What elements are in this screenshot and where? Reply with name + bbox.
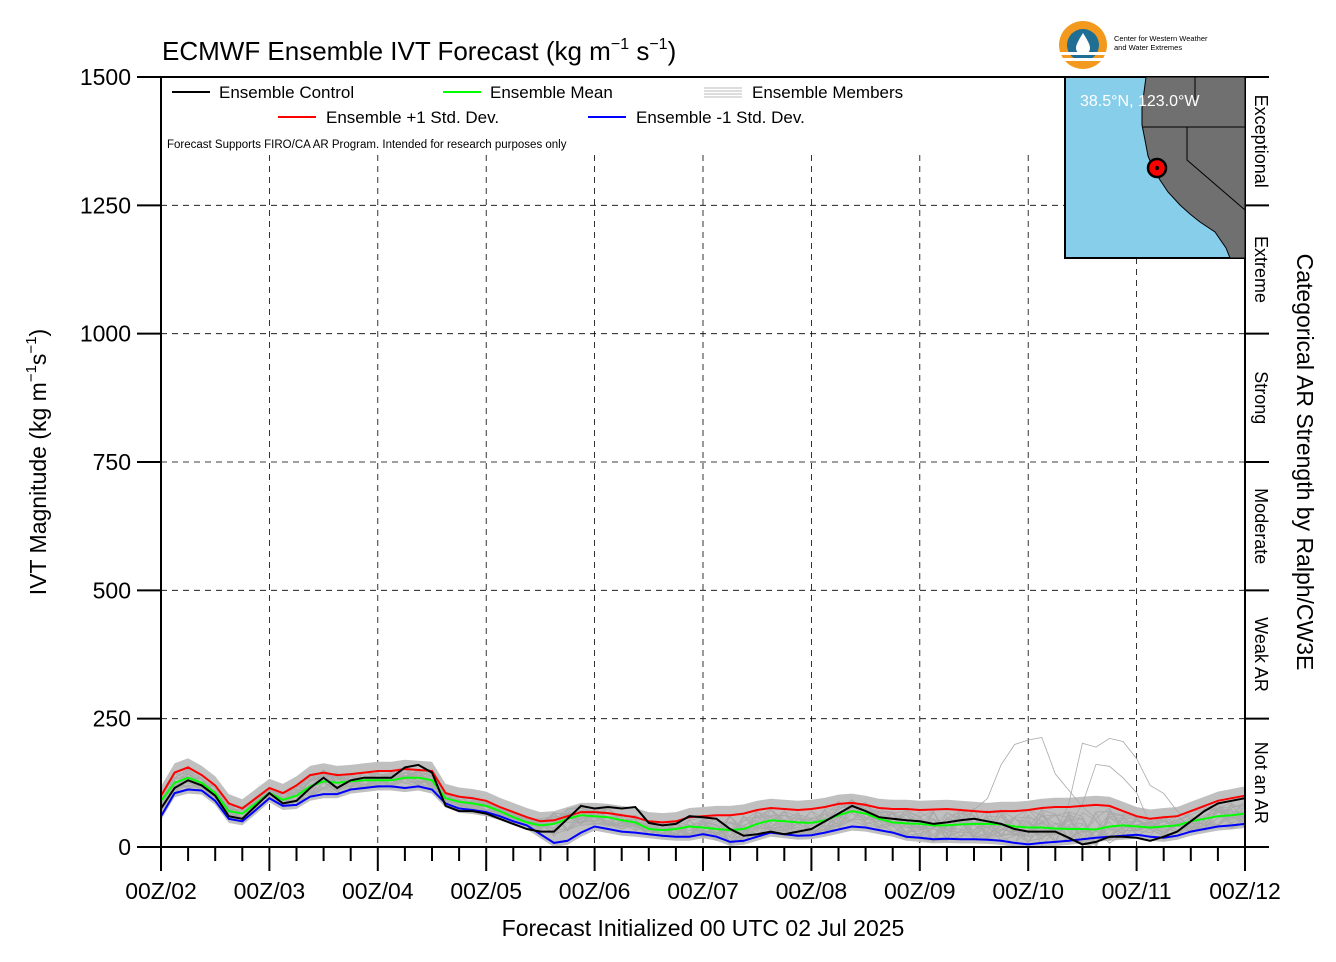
x-tick-label: 00Z/08 xyxy=(776,878,848,904)
ylabel-end: ) xyxy=(25,329,51,337)
x-tick-label: 00Z/06 xyxy=(559,878,631,904)
ylabel-main: IVT Magnitude (kg m xyxy=(25,382,51,595)
ar-category-label: Moderate xyxy=(1251,488,1271,564)
chart-title: ECMWF Ensemble IVT Forecast (kg m−1 s−1) xyxy=(162,36,676,66)
ylabel-exp1: −1 xyxy=(23,365,40,382)
right-axis-label: Categorical AR Strength by Ralph/CW3E xyxy=(1292,254,1318,671)
ar-category-label: Strong xyxy=(1251,371,1271,424)
x-tick-label: 00Z/11 xyxy=(1102,878,1172,904)
ensemble-member-line xyxy=(160,767,1246,848)
y-tick-label: 1000 xyxy=(80,321,131,347)
x-axis-label: Forecast Initialized 00 UTC 02 Jul 2025 xyxy=(502,915,905,941)
ensemble-mean-line xyxy=(160,776,1246,832)
x-tick-label: 00Z/02 xyxy=(125,878,197,904)
ensemble-member-line xyxy=(160,774,1246,843)
inset-map-land xyxy=(1141,76,1246,259)
logo-text-line2: and Water Extremes xyxy=(1114,43,1182,52)
y-tick-label: 750 xyxy=(93,449,131,475)
ylabel-mid: s xyxy=(25,354,51,366)
ensemble-control-line xyxy=(160,763,1246,846)
grid-lines xyxy=(161,155,1245,847)
legend-members-swatch xyxy=(704,87,742,98)
title-end: ) xyxy=(668,36,677,66)
legend-minus-sd-label: Ensemble -1 Std. Dev. xyxy=(636,108,805,127)
ar-category-label: Exceptional xyxy=(1251,95,1271,188)
ensemble-member-line xyxy=(160,768,1246,843)
ar-category-label: Extreme xyxy=(1251,236,1271,303)
inset-map-state-border-3 xyxy=(1186,127,1246,211)
y-tick-label: 0 xyxy=(118,834,131,860)
y-tick-label: 500 xyxy=(93,577,131,603)
x-tick-label: 00Z/09 xyxy=(884,878,956,904)
y-tick-label: 1250 xyxy=(80,192,131,218)
inset-map-location-label: 38.5°N, 123.0°W xyxy=(1080,93,1200,110)
cw3e-logo: Center for Western Weather and Water Ext… xyxy=(1059,21,1208,69)
x-tick-label: 00Z/12 xyxy=(1209,878,1281,904)
y-tick-label: 250 xyxy=(93,706,131,732)
logo-text-line1: Center for Western Weather xyxy=(1114,34,1208,43)
ensemble-member-line xyxy=(160,772,1246,843)
title-main: ECMWF Ensemble IVT Forecast (kg m xyxy=(162,36,611,66)
x-tick-label: 00Z/05 xyxy=(450,878,522,904)
ensemble-member-line xyxy=(160,771,1246,844)
ar-category-label: Weak AR xyxy=(1251,617,1271,692)
legend-plus-sd-label: Ensemble +1 Std. Dev. xyxy=(326,108,499,127)
ensemble-1-std-dev-line xyxy=(160,785,1246,846)
series-lines xyxy=(160,763,1246,846)
x-tick-label: 00Z/10 xyxy=(992,878,1064,904)
logo-drop-icon xyxy=(1076,33,1090,55)
legend-members-label: Ensemble Members xyxy=(752,83,903,102)
title-exp2: −1 xyxy=(649,36,667,53)
legend-control-label: Ensemble Control xyxy=(219,83,354,102)
x-tick-label: 00Z/03 xyxy=(234,878,306,904)
legend: Ensemble Control Ensemble Mean Ensemble … xyxy=(167,83,903,151)
axes: 0 250 500 750 1000 1250 1500 Not an AR Weak AR Mo… xyxy=(80,64,1281,904)
ar-category-label: Not an AR xyxy=(1251,742,1271,824)
y-axis-label: IVT Magnitude (kg m−1s−1) xyxy=(23,329,51,595)
ylabel-exp2: −1 xyxy=(23,336,40,353)
x-tick-label: 00Z/04 xyxy=(342,878,414,904)
title-exp1: −1 xyxy=(611,36,629,53)
disclaimer-text: Forecast Supports FIRO/CA AR Program. In… xyxy=(167,139,567,151)
legend-mean-label: Ensemble Mean xyxy=(490,83,613,102)
y-tick-label: 1500 xyxy=(80,64,131,90)
x-tick-label: 00Z/07 xyxy=(667,878,739,904)
inset-map: 38.5°N, 123.0°W xyxy=(1064,76,1246,259)
title-mid: s xyxy=(629,36,649,66)
